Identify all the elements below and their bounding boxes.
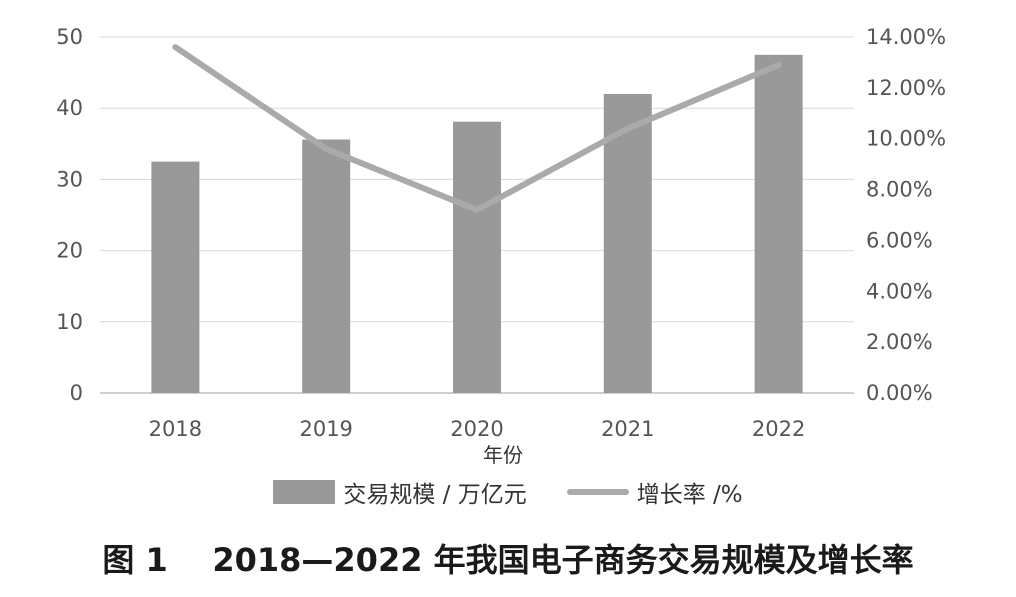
figure-caption: 图 1 2018—2022 年我国电子商务交易规模及增长率 xyxy=(102,541,914,579)
right-y-tick-label: 0.00% xyxy=(866,381,933,405)
right-y-axis: 0.00% 2.00% 4.00% 6.00% 8.00% 10.00% 12.00% 14.… xyxy=(866,25,946,405)
right-y-tick-label: 14.00% xyxy=(866,25,946,49)
right-y-tick-label: 8.00% xyxy=(866,178,933,202)
legend: 交易规模 / 万亿元 增长率 /% xyxy=(0,472,1016,512)
right-y-tick-label: 4.00% xyxy=(866,279,933,303)
left-y-tick-label: 50 xyxy=(56,25,83,49)
bar-series xyxy=(151,54,803,394)
legend-bar-swatch xyxy=(273,480,336,504)
bar-2022 xyxy=(754,54,803,394)
x-axis-title: 年份 xyxy=(483,443,523,467)
bar-2018 xyxy=(151,161,200,393)
left-y-tick-label: 10 xyxy=(56,310,83,334)
bar-2021 xyxy=(603,93,652,394)
x-tick-label: 2019 xyxy=(299,417,352,441)
left-y-tick-label: 0 xyxy=(70,381,83,405)
right-y-tick-label: 2.00% xyxy=(866,330,933,354)
legend-line-label: 增长率 /% xyxy=(636,482,743,508)
bar-2020 xyxy=(453,121,501,393)
x-tick-label: 2018 xyxy=(149,417,202,441)
right-y-tick-label: 12.00% xyxy=(866,76,946,100)
line-series xyxy=(172,44,782,213)
bar-2019 xyxy=(302,139,351,393)
left-y-axis: 0 10 20 30 40 50 xyxy=(56,25,83,405)
left-y-tick-label: 30 xyxy=(56,167,83,191)
x-axis: 2018 2019 2020 2021 2022 xyxy=(149,417,806,441)
legend-item-bar: 交易规模 / 万亿元 xyxy=(273,475,527,509)
legend-line-swatch xyxy=(566,489,629,495)
left-y-tick-label: 40 xyxy=(56,96,83,120)
legend-item-line: 增长率 /% xyxy=(566,475,743,509)
right-y-tick-label: 6.00% xyxy=(866,228,933,252)
x-tick-label: 2020 xyxy=(450,417,503,441)
right-y-tick-label: 10.00% xyxy=(866,127,946,151)
x-tick-label: 2021 xyxy=(601,417,654,441)
x-tick-label: 2022 xyxy=(752,417,805,441)
left-y-tick-label: 20 xyxy=(56,239,83,263)
legend-bar-label: 交易规模 / 万亿元 xyxy=(343,482,527,508)
chart: 0 10 20 30 40 50 0.00% 2.00% 4.00% 6.00% 8.00% 10.… xyxy=(56,25,946,467)
